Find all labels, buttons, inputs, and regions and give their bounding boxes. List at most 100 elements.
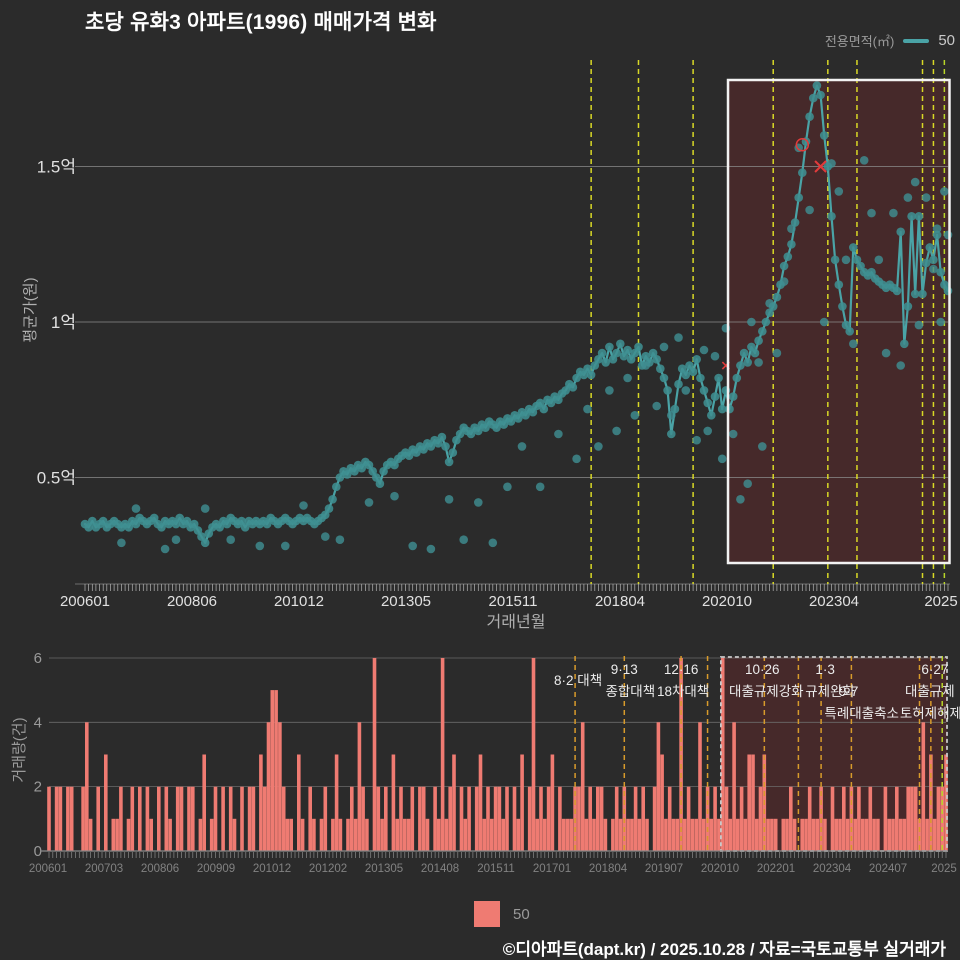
price-point[interactable] <box>335 473 345 482</box>
volume-bar[interactable] <box>686 786 691 851</box>
volume-bar[interactable] <box>111 818 116 851</box>
price-outlier-point[interactable] <box>117 538 126 548</box>
volume-bar[interactable] <box>297 754 301 852</box>
volume-bar[interactable] <box>274 690 278 851</box>
volume-legend[interactable]: 50 <box>474 901 530 927</box>
volume-bar[interactable] <box>637 818 642 851</box>
price-point[interactable] <box>856 261 865 271</box>
price-outlier-point[interactable] <box>940 187 949 196</box>
volume-bar[interactable] <box>350 786 354 851</box>
price-chart[interactable]: 1.5억 1억 0.5억 200601 200806 201012 201305 201511… <box>37 60 958 610</box>
volume-bar[interactable] <box>792 818 797 851</box>
price-outlier-point[interactable] <box>758 442 767 451</box>
price-point[interactable] <box>685 361 694 370</box>
price-point[interactable] <box>790 218 800 227</box>
price-outlier-point[interactable] <box>605 386 614 395</box>
volume-bar[interactable] <box>353 818 358 851</box>
price-outlier-point[interactable] <box>841 255 851 265</box>
price-point[interactable] <box>932 230 942 240</box>
price-point[interactable] <box>426 442 436 451</box>
volume-bar[interactable] <box>751 754 755 852</box>
volume-bar[interactable] <box>198 818 203 851</box>
price-outlier-point[interactable] <box>881 348 891 358</box>
volume-bar[interactable] <box>671 818 676 851</box>
volume-bar[interactable] <box>96 786 100 851</box>
volume-bar[interactable] <box>694 818 698 851</box>
volume-bar[interactable] <box>864 818 869 851</box>
price-outlier-point[interactable] <box>867 208 876 218</box>
volume-bar[interactable] <box>278 722 282 851</box>
volume-bar[interactable] <box>85 722 89 851</box>
volume-bar[interactable] <box>47 786 51 851</box>
price-point[interactable] <box>677 364 687 374</box>
price-point[interactable] <box>474 426 483 436</box>
price-outlier-point[interactable] <box>572 454 581 464</box>
volume-bar[interactable] <box>259 754 263 852</box>
volume-bar[interactable] <box>213 786 218 851</box>
volume-bar[interactable] <box>743 818 748 851</box>
price-outlier-point[interactable] <box>787 224 796 233</box>
volume-bar[interactable] <box>81 786 85 851</box>
volume-bar[interactable] <box>437 818 441 851</box>
price-outlier-point[interactable] <box>200 504 210 513</box>
volume-bar[interactable] <box>191 786 195 851</box>
volume-bar[interactable] <box>406 818 411 851</box>
price-point[interactable] <box>586 370 596 380</box>
volume-bar[interactable] <box>739 786 744 851</box>
price-point[interactable] <box>455 429 465 439</box>
price-point[interactable] <box>765 308 774 318</box>
volume-bar[interactable] <box>175 786 180 851</box>
volume-bar[interactable] <box>652 786 657 851</box>
volume-bar[interactable] <box>645 818 649 851</box>
price-outlier-point[interactable] <box>805 205 814 215</box>
price-outlier-point[interactable] <box>874 255 884 265</box>
price-point[interactable] <box>761 317 771 327</box>
price-outlier-point[interactable] <box>903 193 913 202</box>
price-point[interactable] <box>466 429 476 439</box>
volume-bar[interactable] <box>145 786 150 851</box>
price-point[interactable] <box>98 516 108 526</box>
price-outlier-point[interactable] <box>255 541 265 551</box>
price-point[interactable] <box>448 448 458 457</box>
volume-bar[interactable] <box>773 818 778 851</box>
price-point[interactable] <box>521 411 530 420</box>
volume-bar[interactable] <box>815 818 820 851</box>
price-outlier-point[interactable] <box>321 532 330 541</box>
price-point[interactable] <box>419 445 428 454</box>
price-point[interactable] <box>717 404 727 414</box>
price-point[interactable] <box>215 523 224 532</box>
volume-bar[interactable] <box>845 818 850 851</box>
price-point[interactable] <box>852 255 862 265</box>
volume-bar[interactable] <box>558 786 562 851</box>
volume-bar[interactable] <box>520 754 524 852</box>
volume-bar[interactable] <box>569 818 574 851</box>
price-outlier-point[interactable] <box>754 358 763 367</box>
price-point[interactable] <box>667 429 676 439</box>
price-point[interactable] <box>626 355 636 364</box>
price-point[interactable] <box>499 420 509 429</box>
price-outlier-point[interactable] <box>910 177 920 187</box>
price-outlier-point[interactable] <box>335 535 345 544</box>
volume-bar[interactable] <box>807 786 812 851</box>
price-outlier-point[interactable] <box>281 541 290 551</box>
volume-bar[interactable] <box>883 786 888 851</box>
price-point[interactable] <box>787 240 796 249</box>
price-point[interactable] <box>659 373 669 383</box>
volume-bar[interactable] <box>262 786 267 851</box>
price-point[interactable] <box>634 342 643 352</box>
price-outlier-point[interactable] <box>772 348 782 358</box>
price-outlier-point[interactable] <box>728 429 738 439</box>
price-point[interactable] <box>940 280 949 290</box>
price-point[interactable] <box>554 395 563 405</box>
price-point[interactable] <box>321 510 330 520</box>
price-outlier-point[interactable] <box>743 479 752 489</box>
price-point[interactable] <box>514 414 523 423</box>
volume-bar[interactable] <box>683 818 687 851</box>
price-point[interactable] <box>572 373 581 383</box>
price-point[interactable] <box>157 523 166 532</box>
volume-bar[interactable] <box>54 786 59 851</box>
price-point[interactable] <box>929 255 938 265</box>
volume-bar[interactable] <box>285 818 290 851</box>
price-point[interactable] <box>925 243 935 252</box>
